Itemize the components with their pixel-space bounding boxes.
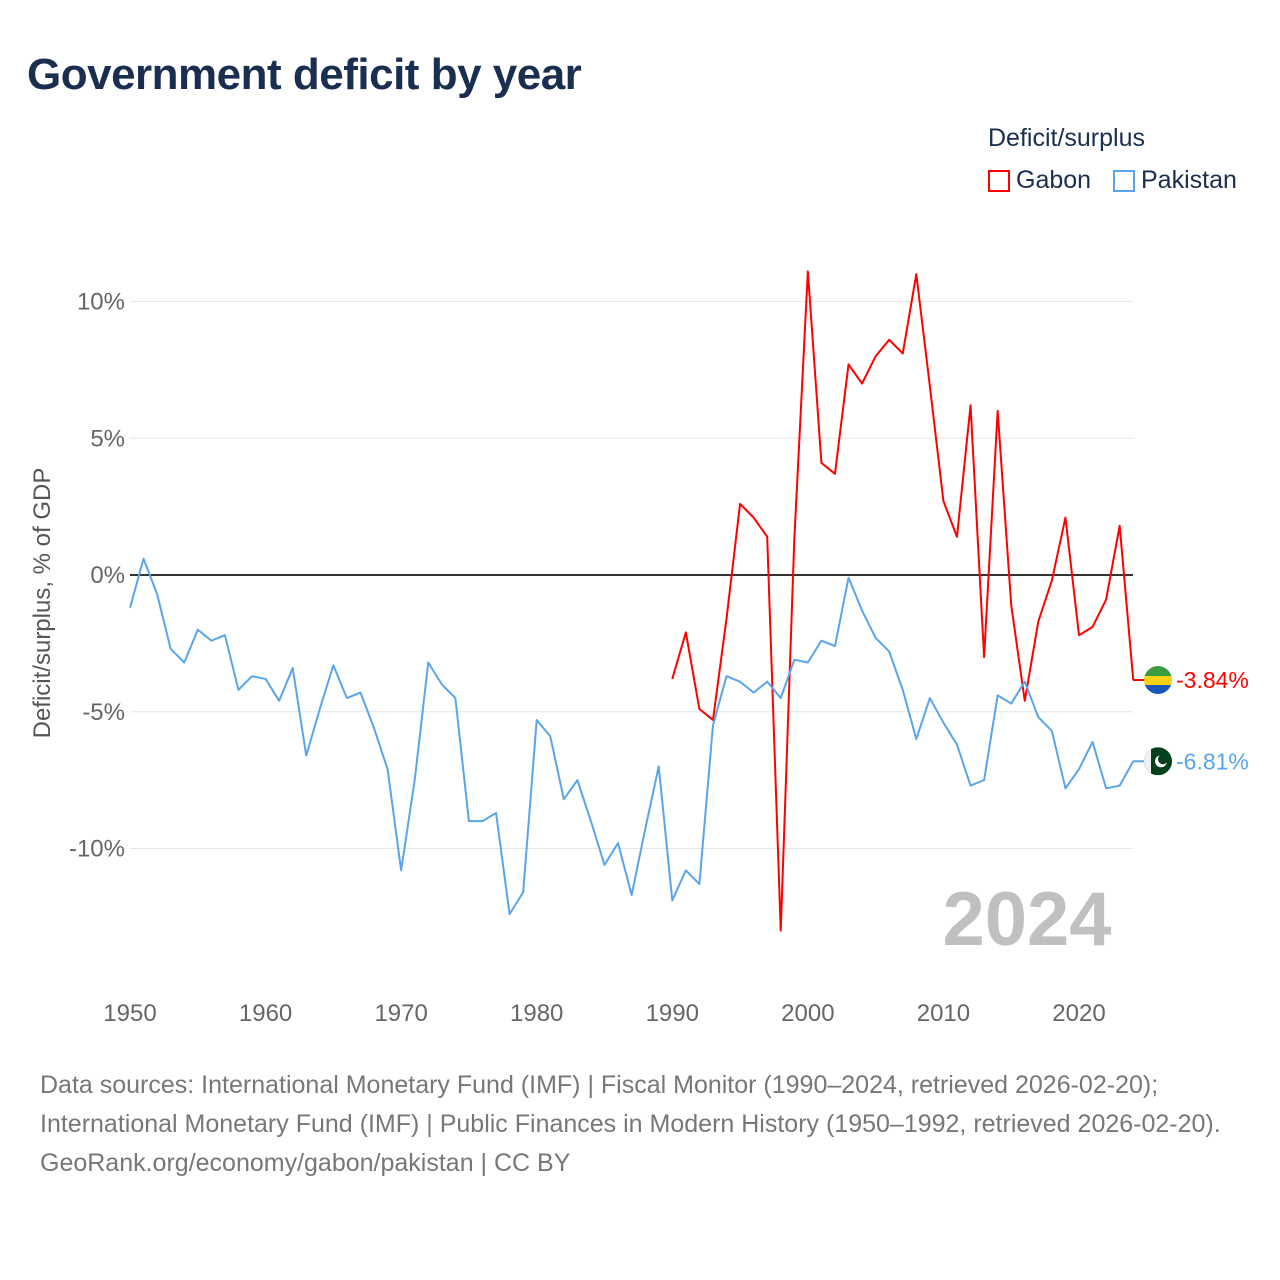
- legend-title: Deficit/surplus: [988, 124, 1145, 152]
- y-tick-label: -5%: [82, 699, 125, 726]
- flag-stripe: [1144, 666, 1172, 677]
- x-tick-label: 2000: [781, 1000, 834, 1027]
- flag-stripe: [1144, 685, 1172, 695]
- y-tick-label: 10%: [77, 289, 125, 316]
- gabon-flag-icon: [1144, 666, 1172, 695]
- end-value-label: -3.84%: [1176, 667, 1249, 693]
- flag-stripe: [1144, 676, 1172, 686]
- pakistan-flag-icon: [1144, 747, 1172, 776]
- y-tick-label: 0%: [90, 562, 125, 589]
- y-tick-label: 5%: [90, 425, 125, 452]
- x-tick-label: 1970: [374, 1000, 427, 1027]
- x-tick-label: 2020: [1052, 1000, 1105, 1027]
- legend-item-pakistan[interactable]: Pakistan: [1113, 166, 1237, 195]
- chart-title: Government deficit by year: [27, 50, 582, 99]
- end-value-label: -6.81%: [1176, 748, 1249, 774]
- x-tick-label: 1990: [646, 1000, 699, 1027]
- legend-item-gabon[interactable]: Gabon: [988, 166, 1091, 195]
- y-tick-label: -10%: [69, 836, 125, 863]
- legend-label: Pakistan: [1141, 166, 1237, 194]
- source-link[interactable]: GeoRank.org/economy/gabon/pakistan | CC …: [40, 1149, 571, 1177]
- crescent-cut: [1158, 754, 1168, 765]
- flag-stripe: [1144, 747, 1151, 776]
- sources: Data sources: International Monetary Fun…: [40, 1066, 1240, 1183]
- sources-text: Data sources: International Monetary Fun…: [40, 1071, 1221, 1138]
- series-line-pakistan: [129, 557, 1135, 916]
- x-tick-label: 2010: [917, 1000, 970, 1027]
- year-watermark: 2024: [942, 877, 1111, 962]
- legend-label: Gabon: [1016, 166, 1092, 194]
- x-tick-label: 1960: [239, 1000, 292, 1027]
- series-line-gabon: [671, 270, 1135, 932]
- x-tick-label: 1950: [103, 1000, 156, 1027]
- y-axis-label: Deficit/surplus, % of GDP: [29, 468, 56, 739]
- x-tick-label: 1980: [510, 1000, 563, 1027]
- legend-swatch-gabon: [988, 169, 1010, 192]
- legend-swatch-pakistan: [1113, 169, 1135, 192]
